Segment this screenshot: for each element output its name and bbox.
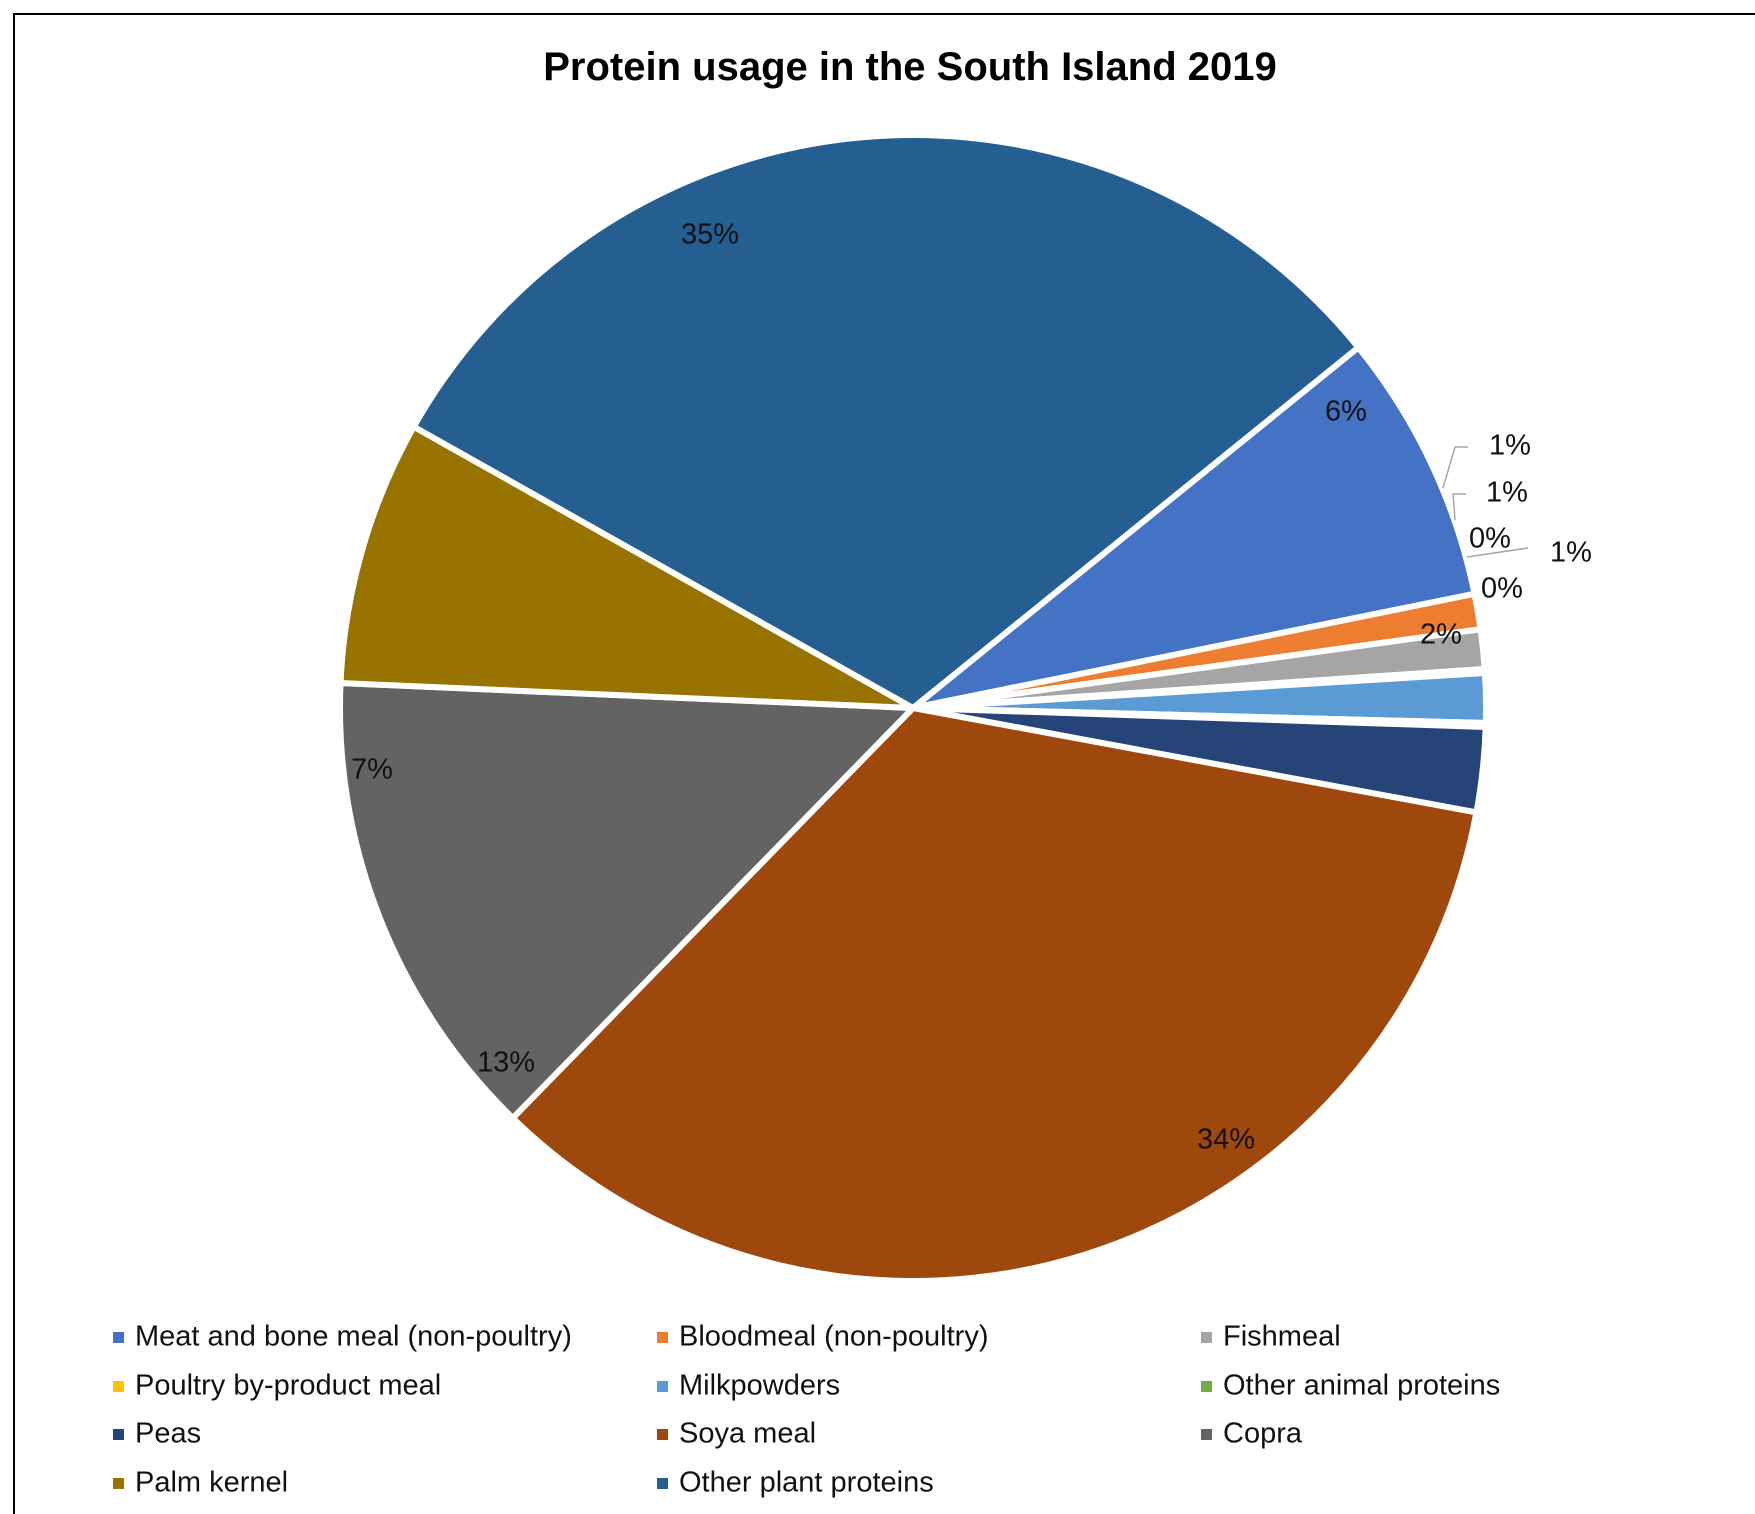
leader-line bbox=[1442, 446, 1468, 489]
legend-label: Soya meal bbox=[679, 1418, 816, 1450]
legend-label: Copra bbox=[1223, 1418, 1303, 1450]
legend-item: Poultry by-product meal bbox=[113, 1370, 441, 1402]
pie-slice-soya-meal bbox=[509, 705, 1480, 1284]
legend-item: Palm kernel bbox=[113, 1467, 288, 1499]
legend-label: Peas bbox=[135, 1418, 201, 1450]
data-labels: 6% 1% 1% 0% 1% 0% 2% 34% 13% 7% 35% bbox=[351, 219, 1592, 1156]
legend-label: Bloodmeal (non-poultry) bbox=[679, 1321, 988, 1353]
legend: Meat and bone meal (non-poultry) Bloodmea… bbox=[113, 1321, 1500, 1499]
leader-line bbox=[1466, 547, 1529, 558]
data-label: 1% bbox=[1550, 537, 1592, 569]
data-label: 7% bbox=[351, 754, 393, 786]
legend-label: Fishmeal bbox=[1223, 1321, 1341, 1353]
legend-swatch bbox=[1201, 1381, 1212, 1392]
leader-line bbox=[1452, 493, 1466, 521]
legend-swatch bbox=[113, 1381, 124, 1392]
legend-label: Meat and bone meal (non-poultry) bbox=[135, 1321, 572, 1353]
legend-swatch bbox=[657, 1332, 668, 1343]
data-label: 1% bbox=[1486, 477, 1528, 509]
legend-swatch bbox=[657, 1478, 668, 1489]
data-label: 2% bbox=[1420, 619, 1462, 651]
legend-item: Bloodmeal (non-poultry) bbox=[657, 1321, 988, 1353]
legend-item: Fishmeal bbox=[1201, 1321, 1341, 1353]
data-label: 0% bbox=[1481, 573, 1523, 605]
legend-item: Copra bbox=[1201, 1418, 1303, 1450]
data-label: 6% bbox=[1325, 396, 1367, 428]
chart-title: Protein usage in the South Island 2019 bbox=[543, 45, 1277, 89]
data-label: 1% bbox=[1489, 430, 1531, 462]
legend-item: Other plant proteins bbox=[657, 1467, 934, 1499]
legend-label: Other plant proteins bbox=[679, 1467, 934, 1499]
legend-label: Palm kernel bbox=[135, 1467, 288, 1499]
data-label: 0% bbox=[1469, 523, 1511, 555]
pie-slice-other-plant-proteins bbox=[410, 132, 1362, 711]
legend-swatch bbox=[657, 1381, 668, 1392]
legend-item: Meat and bone meal (non-poultry) bbox=[113, 1321, 572, 1353]
data-label: 13% bbox=[477, 1047, 535, 1079]
legend-item: Peas bbox=[113, 1418, 201, 1450]
legend-label: Poultry by-product meal bbox=[135, 1370, 441, 1402]
legend-swatch bbox=[1201, 1332, 1212, 1343]
legend-swatch bbox=[113, 1332, 124, 1343]
pie-slice-copra bbox=[337, 680, 916, 1122]
legend-swatch bbox=[657, 1429, 668, 1440]
legend-label: Milkpowders bbox=[679, 1370, 840, 1402]
data-label: 34% bbox=[1197, 1124, 1255, 1156]
legend-label: Other animal proteins bbox=[1223, 1370, 1500, 1402]
legend-item: Soya meal bbox=[657, 1418, 816, 1450]
legend-swatch bbox=[1201, 1429, 1212, 1440]
pie bbox=[337, 132, 1489, 1284]
legend-swatch bbox=[113, 1429, 124, 1440]
pie-slice-meat-and-bone-meal-non-poultry bbox=[910, 344, 1478, 711]
legend-swatch bbox=[113, 1478, 124, 1489]
data-label: 35% bbox=[681, 219, 739, 251]
legend-item: Milkpowders bbox=[657, 1370, 840, 1402]
legend-item: Other animal proteins bbox=[1201, 1370, 1500, 1402]
pie-slice-palm-kernel bbox=[337, 423, 916, 711]
